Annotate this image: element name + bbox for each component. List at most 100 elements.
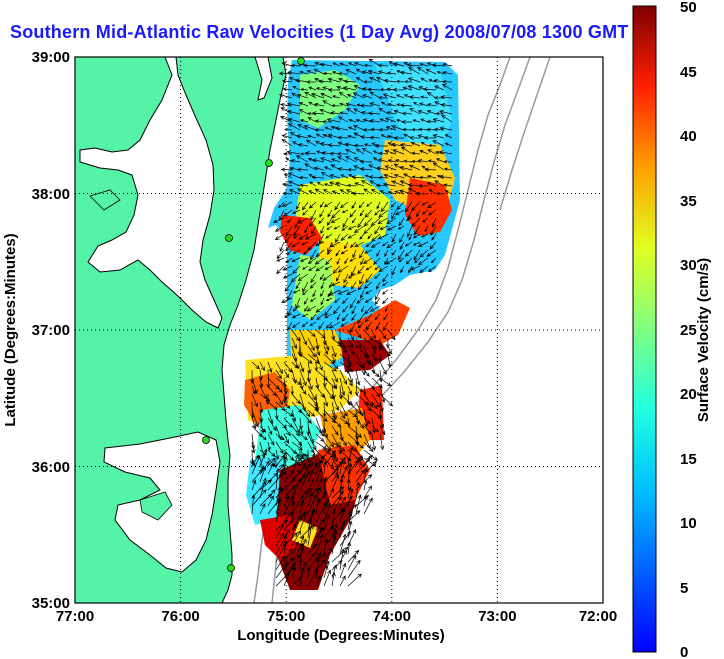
velocity-arrow [318,79,333,84]
velocity-arrow [426,174,437,179]
velocity-arrow [340,174,349,179]
velocity-arrow [315,425,325,437]
velocity-arrow [375,76,389,83]
velocity-arrow [304,225,309,234]
velocity-arrow [303,297,309,305]
velocity-arrow [279,116,293,123]
velocity-arrow [363,63,373,68]
velocity-arrow [315,497,321,515]
velocity-arrow [344,257,349,265]
velocity-arrow [307,478,314,491]
velocity-arrow [397,225,405,230]
velocity-arrow [355,481,361,499]
velocity-arrow [363,225,373,235]
velocity-arrow [398,217,405,227]
velocity-arrow [433,127,445,132]
velocity-arrow [363,425,373,435]
velocity-arrow [363,441,374,452]
velocity-arrow [422,217,429,223]
velocity-arrow [409,95,421,100]
velocity-arrow [398,257,405,263]
velocity-arrow [444,134,453,139]
velocity-arrow [323,201,333,208]
velocity-arrow [287,305,293,316]
velocity-arrow [320,92,333,99]
velocity-arrow [380,201,389,213]
y-tick: 37:00 [32,322,70,339]
map-title: Southern Mid-Atlantic Raw Velocities (1 … [10,22,629,42]
velocity-arrow [323,569,331,587]
velocity-arrow [339,496,347,507]
velocity-arrow [259,479,273,491]
velocity-arrow [267,462,274,475]
x-tick-labels: 77:00 76:00 75:00 74:00 73:00 72:00 [56,608,617,625]
velocity-arrow [347,554,357,571]
velocity-arrow [251,417,257,429]
velocity-arrow [408,233,413,241]
velocity-arrow [406,62,421,68]
velocity-arrow [331,337,343,347]
velocity-arrow [275,519,289,531]
velocity-arrow [347,134,357,139]
velocity-arrow [399,70,413,75]
velocity-arrow [307,568,318,587]
velocity-arrow [383,313,389,321]
velocity-arrow [377,63,389,68]
velocity-arrow [387,190,397,195]
velocity-arrow [307,345,316,358]
velocity-arrow [332,265,341,274]
velocity-arrow [363,143,373,147]
velocity-arrow [391,125,405,131]
velocity-arrow [333,305,341,315]
velocity-arrow [403,159,413,163]
velocity-arrow [340,233,349,241]
velocity-arrow [399,103,413,108]
velocity-arrow [275,361,283,375]
velocity-arrow [428,189,437,195]
velocity-arrow [292,249,301,254]
velocity-arrow [326,249,333,255]
velocity-arrow [331,471,339,483]
velocity-arrow [299,425,304,436]
velocity-arrow [374,273,381,279]
velocity-arrow [347,446,354,467]
velocity-arrow [278,93,293,99]
velocity-arrow [291,417,300,434]
velocity-arrow [353,157,365,163]
velocity-arrow [315,265,325,272]
velocity-arrow [407,183,421,188]
velocity-arrow [412,241,421,246]
velocity-arrow [426,92,437,99]
velocity-arrow [319,108,333,115]
velocity-arrow [292,265,301,274]
velocity-arrow [347,273,357,279]
velocity-arrow [315,533,324,555]
velocity-arrow [307,452,316,467]
velocity-arrow [441,83,453,91]
velocity-arrow [442,70,453,75]
velocity-arrow [331,546,349,563]
velocity-arrow [322,401,327,418]
velocity-arrow [330,158,341,163]
velocity-arrow [267,495,275,507]
velocity-arrow [287,102,301,107]
velocity-arrow [283,417,293,428]
velocity-arrow [267,441,271,451]
velocity-arrow [259,448,268,467]
velocity-arrow [339,401,348,417]
velocity-arrow [379,433,385,451]
velocity-arrow [331,377,338,390]
velocity-arrow [355,337,362,349]
velocity-arrow [330,111,341,115]
velocity-arrow [346,289,357,295]
velocity-arrow [320,297,325,306]
velocity-arrow [401,119,412,125]
velocity-arrow [427,201,437,209]
velocity-arrow [291,542,304,563]
velocity-arrow [417,241,429,247]
velocity-arrow [419,175,429,180]
velocity-arrow [347,425,363,438]
velocity-arrow [379,190,389,195]
colorbar-tick: 30 [680,257,697,274]
velocity-arrow [337,265,349,273]
